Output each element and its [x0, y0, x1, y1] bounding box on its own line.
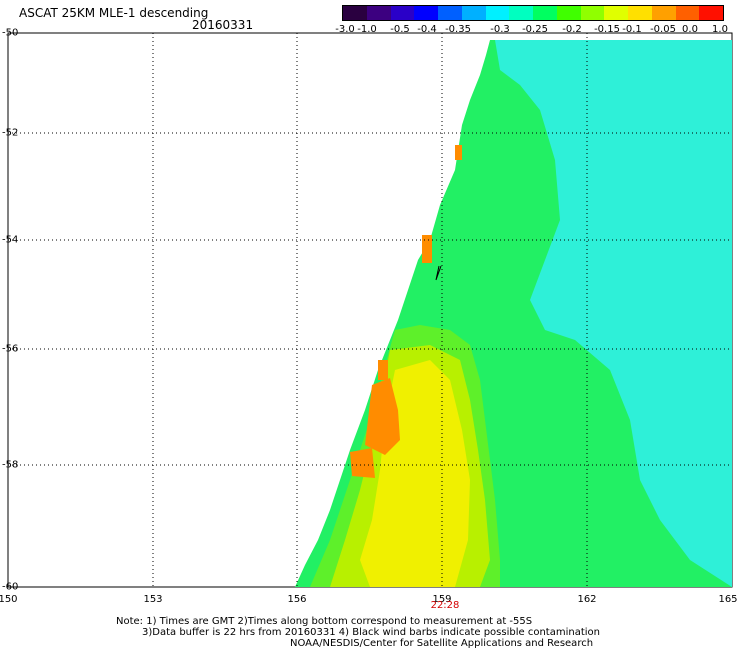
color-scale-swatch [675, 6, 700, 20]
color-scale-swatch [461, 6, 486, 20]
color-scale-swatch [438, 6, 462, 20]
wind-barb-contamination [435, 265, 442, 281]
lon-label-156: 156 [287, 594, 307, 605]
color-scale-swatch [628, 6, 652, 20]
color-scale-swatch [556, 6, 581, 20]
lon-label-162: 162 [577, 594, 597, 605]
pass-time-label: 22:28 [430, 600, 460, 611]
lat-label-50: -50 [2, 27, 19, 39]
color-scale-swatch [509, 6, 533, 20]
color-scale-label: -0.25 [522, 24, 548, 35]
lat-label-54: -54 [2, 234, 19, 246]
color-scale-label: -0.2 [562, 24, 582, 35]
swath-orange [422, 235, 432, 263]
lat-label-60: -60 [2, 581, 19, 593]
color-scale-label: -0.3 [490, 24, 510, 35]
color-scale-label: -0.4 [417, 24, 437, 35]
color-scale-swatch [533, 6, 557, 20]
color-scale-swatch [485, 6, 510, 20]
color-scale-swatch [604, 6, 628, 20]
color-scale-label: 1.0 [712, 24, 728, 35]
color-scale-bar [342, 5, 724, 21]
color-scale-label: -0.05 [650, 24, 676, 35]
lon-label-153: 153 [143, 594, 163, 605]
lat-label-52: -52 [2, 127, 19, 139]
color-scale-labels: -3.0 -1.0 -0.5 -0.4 -0.35 -0.3 -0.25 -0.2 -0.15-… [330, 24, 740, 38]
color-scale-label: -0.5 [390, 24, 410, 35]
ascat-swath [295, 40, 732, 587]
color-scale-label: -0.15 [594, 24, 620, 35]
color-scale-label: -1.0 [357, 24, 377, 35]
lon-label-159: 159 [432, 594, 452, 605]
footnote-line3: NOAA/NESDIS/Center for Satellite Applica… [290, 638, 594, 649]
lat-label-56: -56 [2, 343, 19, 355]
color-scale-swatch [366, 6, 391, 20]
graticule [8, 33, 732, 587]
lon-label-165: 165 [718, 594, 738, 605]
color-scale-swatch [414, 6, 438, 20]
lon-label-150: 150 [0, 594, 18, 605]
swath-orange [365, 378, 400, 455]
footnote-line2: 3)Data buffer is 22 hrs from 20160331 4)… [142, 627, 600, 638]
swath-orange [455, 145, 462, 160]
color-scale-label: -3.0 [335, 24, 355, 35]
swath-orange [378, 360, 388, 380]
color-scale-swatch [390, 6, 415, 20]
product-date: 20160331 [192, 18, 254, 32]
color-scale-swatch [699, 6, 723, 20]
footnote-line1: Note: 1) Times are GMT 2)Times along bot… [116, 616, 533, 627]
swath-orange [350, 448, 375, 478]
lat-label-58: -58 [2, 459, 19, 471]
color-scale-swatch [343, 6, 367, 20]
swath-cyan [495, 40, 732, 587]
color-scale-swatch [651, 6, 676, 20]
color-scale-label: -0.1 [622, 24, 642, 35]
product-title: ASCAT 25KM MLE-1 descending [19, 6, 209, 20]
color-scale-label: -0.35 [445, 24, 471, 35]
color-scale-swatch [580, 6, 605, 20]
color-scale-label: 0.0 [682, 24, 698, 35]
